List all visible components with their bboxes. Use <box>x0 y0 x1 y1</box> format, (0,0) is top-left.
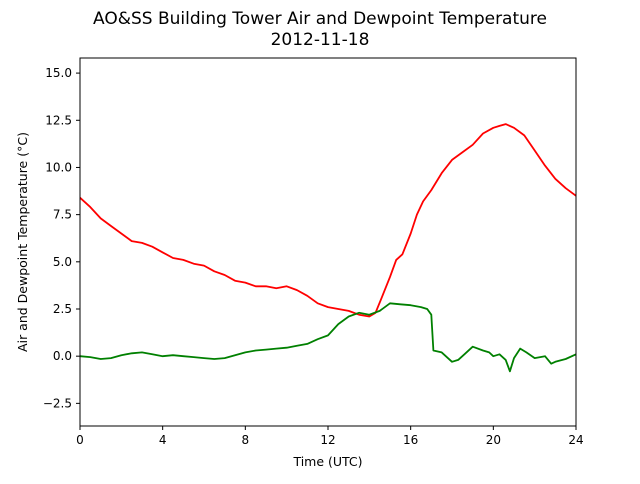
y-axis-label: Air and Dewpoint Temperature (°C) <box>15 132 30 352</box>
plot-frame <box>79 57 577 427</box>
chart-subtitle: 2012-11-18 <box>271 30 370 50</box>
x-tick-label: 4 <box>159 433 167 447</box>
series-line-1 <box>79 302 577 373</box>
y-tick-label: 0.0 <box>53 349 72 363</box>
y-tick-label: −2.5 <box>43 396 72 410</box>
x-axis-label: Time (UTC) <box>292 454 362 469</box>
x-tick-label: 0 <box>76 433 84 447</box>
x-tick-label: 20 <box>486 433 501 447</box>
y-tick-label: 15.0 <box>45 66 72 80</box>
y-tick-label: 2.5 <box>53 302 72 316</box>
x-tick-label: 12 <box>320 433 335 447</box>
x-tick-label: 24 <box>568 433 583 447</box>
y-tick-label: 7.5 <box>53 208 72 222</box>
tick-layer: 0 4 8 12 16 20 24 −2.5 0.0 2.5 5.0 7.5 10.0 12.5 15.0 <box>43 66 584 447</box>
y-tick-label: 10.0 <box>45 160 72 174</box>
chart-title: AO&SS Building Tower Air and Dewpoint Te… <box>93 9 547 29</box>
series-layer <box>79 123 577 373</box>
y-tick-label: 12.5 <box>45 113 72 127</box>
x-tick-label: 16 <box>403 433 418 447</box>
x-tick-label: 8 <box>242 433 250 447</box>
series-line-0 <box>79 123 577 318</box>
y-tick-label: 5.0 <box>53 255 72 269</box>
